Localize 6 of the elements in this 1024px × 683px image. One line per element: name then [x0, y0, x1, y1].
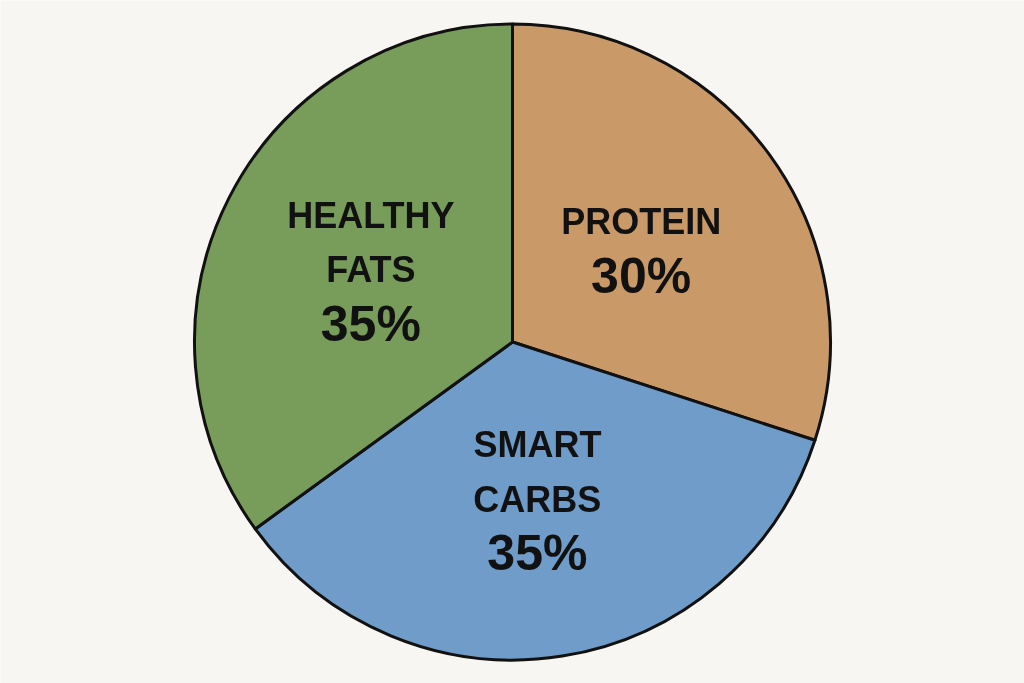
data-label: 35% [487, 525, 588, 582]
data-label: 30% [591, 247, 692, 304]
slice-label: SMART CARBS [473, 424, 602, 520]
slice-label: HEALTHY FATS [287, 195, 455, 291]
data-label: 35% [320, 295, 421, 352]
slice-label: PROTEIN [561, 201, 722, 243]
